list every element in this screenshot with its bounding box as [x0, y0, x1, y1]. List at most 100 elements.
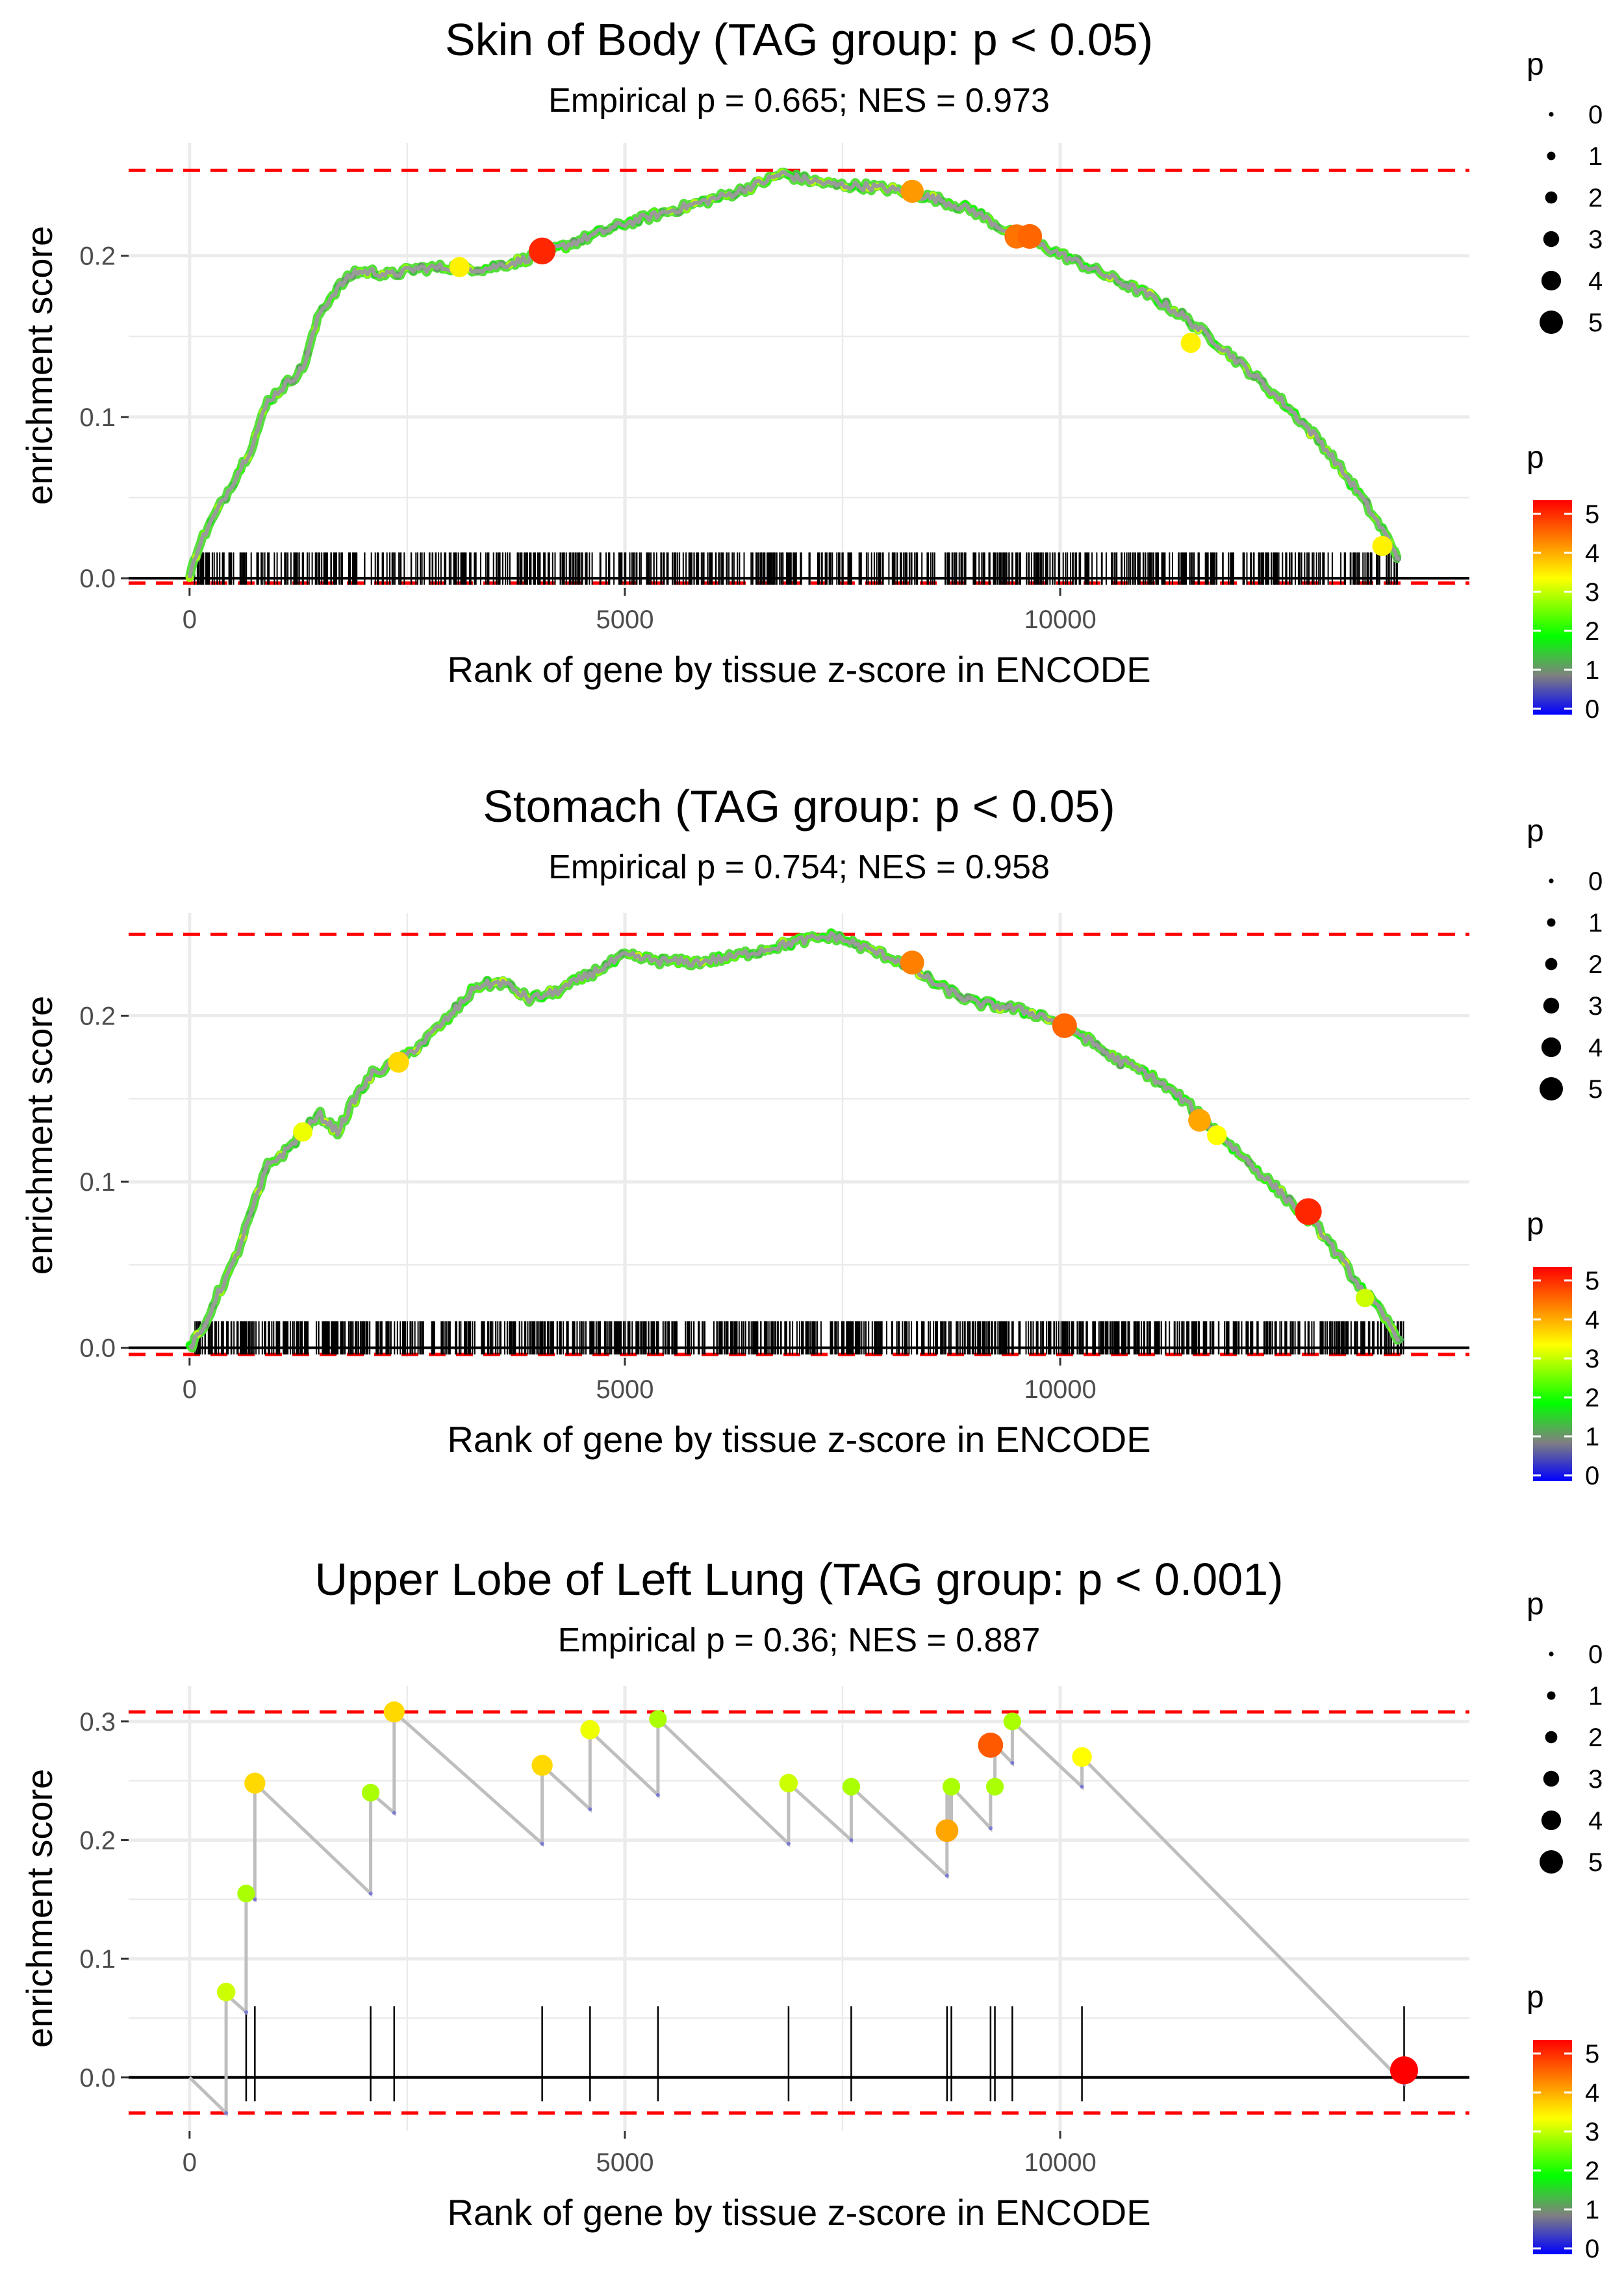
significant-gene-point — [978, 1732, 1004, 1758]
es-curve-line — [187, 170, 1401, 579]
color-legend-label: 5 — [1585, 500, 1599, 529]
size-legend-label: 3 — [1588, 1765, 1603, 1794]
es-curve-dot — [588, 1807, 592, 1811]
x-tick-label: 10000 — [1024, 1375, 1096, 1404]
significant-gene-point — [1207, 1125, 1227, 1145]
size-legend-key — [1541, 270, 1562, 291]
size-legend-key — [1549, 878, 1554, 884]
significant-gene-point — [1180, 333, 1201, 353]
size-legend-label: 3 — [1588, 992, 1603, 1021]
significant-gene-point — [531, 1755, 553, 1776]
significant-gene-point — [1017, 223, 1043, 249]
es-curve — [184, 168, 1402, 582]
chart-subtitle: Empirical p = 0.36; NES = 0.887 — [558, 1622, 1041, 1659]
y-axis-label: enrichment score — [19, 226, 60, 505]
size-legend-key — [1547, 918, 1556, 927]
y-tick-label: 0.2 — [79, 242, 116, 271]
size-legend-label: 2 — [1588, 950, 1603, 979]
size-legend-label: 3 — [1588, 225, 1603, 254]
es-curve-line — [188, 1708, 1406, 2117]
size-legend-key — [1549, 112, 1554, 117]
color-legend-bar — [1533, 1267, 1572, 1481]
size-legend-label: 1 — [1588, 1682, 1603, 1711]
es-curve-halo — [184, 168, 1402, 579]
color-legend-label: 1 — [1585, 1423, 1599, 1451]
es-curve-dot — [786, 1841, 791, 1846]
significant-gene-point — [985, 1777, 1004, 1796]
y-axis-label: enrichment score — [19, 1769, 60, 2048]
size-legend-key — [1540, 1850, 1563, 1874]
size-legend-label: 2 — [1588, 1724, 1603, 1752]
x-tick-label: 10000 — [1024, 2148, 1096, 2177]
significant-gene-point — [580, 1720, 600, 1740]
es-curve-dot — [368, 1891, 373, 1896]
color-legend-label: 2 — [1585, 1384, 1599, 1412]
significant-gene-point — [383, 1701, 405, 1723]
x-tick-label: 5000 — [596, 1375, 653, 1404]
color-legend-label: 4 — [1585, 539, 1599, 568]
chart-subtitle: Empirical p = 0.754; NES = 0.958 — [548, 848, 1050, 886]
significant-gene-point — [244, 1772, 266, 1794]
color-legend-label: 1 — [1585, 656, 1599, 685]
size-legend-key — [1543, 997, 1560, 1014]
color-legend-title: p — [1527, 1980, 1544, 2015]
significant-gene-point — [1355, 1288, 1375, 1308]
size-legend-label: 4 — [1588, 267, 1603, 296]
color-legend-label: 2 — [1585, 2157, 1599, 2185]
y-tick-label: 0.1 — [79, 403, 116, 432]
y-axis-label: enrichment score — [19, 996, 60, 1275]
color-legend-label: 1 — [1585, 2196, 1599, 2224]
chart-panel-3: Upper Lobe of Left Lung (TAG group: p < … — [19, 1554, 1603, 2263]
significant-gene-point — [1003, 1712, 1021, 1731]
size-legend-key — [1545, 191, 1558, 204]
chart-subtitle: Empirical p = 0.665; NES = 0.973 — [548, 82, 1050, 120]
size-legend-label: 5 — [1588, 309, 1603, 337]
color-legend-title: p — [1527, 440, 1544, 475]
size-legend-key — [1543, 1770, 1560, 1787]
x-tick-label: 10000 — [1024, 605, 1096, 634]
color-legend-label: 4 — [1585, 1306, 1599, 1334]
size-legend-label: 0 — [1588, 867, 1603, 896]
color-legend-label: 0 — [1585, 1462, 1599, 1490]
size-legend-title: p — [1527, 47, 1544, 82]
y-tick-label: 0.3 — [79, 1708, 116, 1736]
significant-gene-point — [842, 1777, 861, 1796]
size-legend-label: 1 — [1588, 142, 1603, 171]
size-legend-label: 4 — [1588, 1807, 1603, 1835]
chart-title: Stomach (TAG group: p < 0.05) — [483, 781, 1115, 832]
size-legend-key — [1543, 231, 1560, 248]
color-legend-label: 4 — [1585, 2079, 1599, 2107]
size-legend-label: 2 — [1588, 184, 1603, 212]
es-curve-dot — [849, 1838, 854, 1842]
x-tick-label: 5000 — [596, 2148, 653, 2177]
es-curve-dot — [945, 1874, 949, 1878]
x-axis-label: Rank of gene by tissue z-score in ENCODE — [447, 2192, 1150, 2233]
significant-gene-point — [942, 1777, 961, 1796]
es-curve-dot — [253, 1897, 257, 1902]
color-legend-label: 0 — [1585, 695, 1599, 724]
size-legend-label: 0 — [1588, 1640, 1603, 1669]
significant-gene-point — [649, 1710, 667, 1728]
es-curve-dot — [392, 1811, 396, 1815]
x-axis-label: Rank of gene by tissue z-score in ENCODE — [447, 1419, 1150, 1460]
chart-title: Skin of Body (TAG group: p < 0.05) — [445, 14, 1153, 65]
significant-gene-point — [388, 1051, 409, 1073]
significant-gene-point — [528, 237, 556, 264]
size-legend-key — [1545, 958, 1558, 971]
size-legend-key — [1540, 1077, 1563, 1100]
significant-gene-point — [216, 1983, 236, 2002]
chart-panel-2: Stomach (TAG group: p < 0.05) Empirical p… — [19, 781, 1603, 1490]
es-curve-dot — [540, 1841, 544, 1846]
y-tick-label: 0.1 — [79, 1168, 116, 1197]
color-legend-bar — [1533, 500, 1572, 715]
es-curve-dot — [1080, 1785, 1084, 1789]
y-tick-label: 0.0 — [79, 2064, 116, 2093]
size-legend-key — [1541, 1037, 1562, 1058]
color-legend-bar — [1533, 2040, 1572, 2254]
color-legend-label: 2 — [1585, 617, 1599, 646]
size-legend-title: p — [1527, 814, 1544, 848]
size-legend-key — [1541, 1810, 1562, 1831]
significant-gene-point — [1389, 2056, 1419, 2085]
size-legend-key — [1545, 1731, 1558, 1744]
